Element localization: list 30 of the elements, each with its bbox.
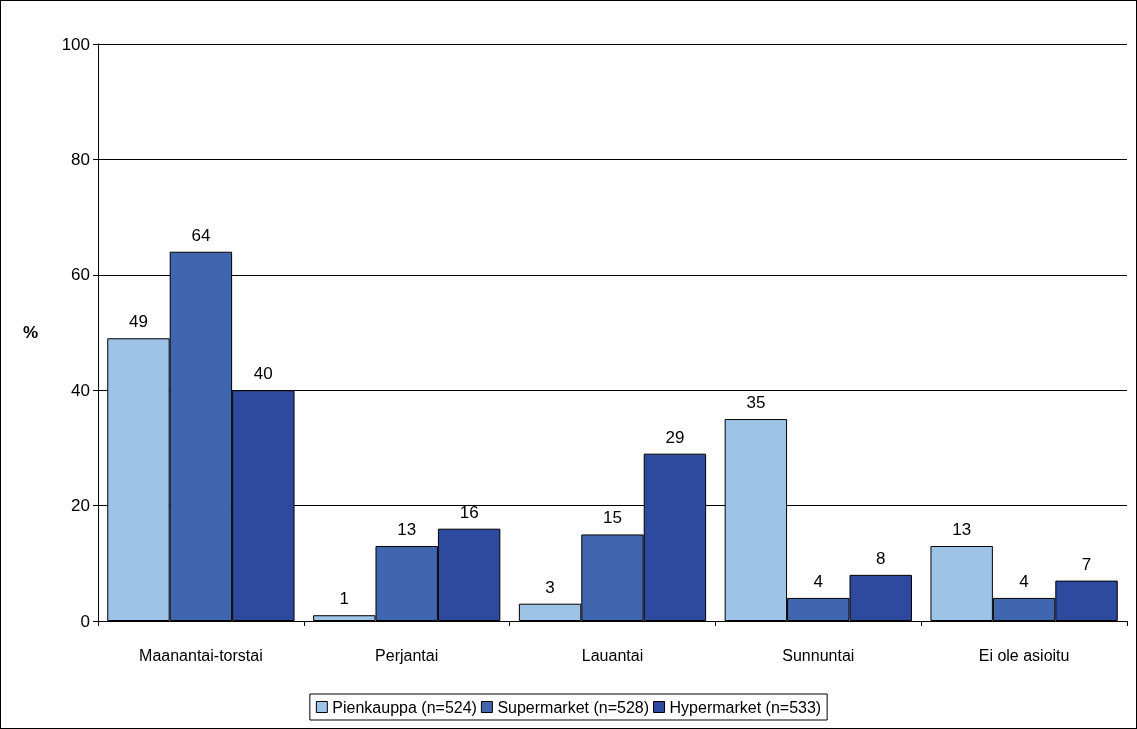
x-tick-label: Lauantai bbox=[581, 646, 644, 664]
data-label: 4 bbox=[813, 571, 824, 591]
x-tick-label: Ei ole asioitu bbox=[978, 646, 1070, 664]
data-label: 8 bbox=[875, 548, 886, 568]
y-axis-title: % bbox=[22, 323, 38, 342]
data-label: 40 bbox=[253, 364, 273, 384]
legend-label: Supermarket (n=528) bbox=[497, 698, 650, 716]
x-tick-label: Perjantai bbox=[375, 646, 439, 664]
y-tick-label: 0 bbox=[80, 611, 90, 631]
y-tick-label: 20 bbox=[71, 496, 90, 516]
data-label: 1 bbox=[339, 589, 350, 609]
data-label: 13 bbox=[397, 519, 417, 539]
data-label: 64 bbox=[191, 225, 211, 245]
data-label: 29 bbox=[665, 427, 685, 447]
y-tick-label: 100 bbox=[61, 34, 90, 54]
data-label: 3 bbox=[545, 577, 555, 597]
data-label: 15 bbox=[603, 508, 622, 528]
x-tick-label: Maanantai-torstai bbox=[139, 646, 263, 664]
legend-label: Hypermarket (n=533) bbox=[669, 698, 822, 716]
data-label: 16 bbox=[459, 502, 479, 522]
data-label: 49 bbox=[129, 312, 148, 332]
y-tick-label: 40 bbox=[71, 380, 90, 400]
y-tick-label: 60 bbox=[71, 265, 90, 285]
y-tick-label: 80 bbox=[71, 149, 90, 169]
data-label: 4 bbox=[1019, 571, 1029, 591]
data-label: 7 bbox=[1081, 554, 1092, 574]
x-tick-label: Sunnuntai bbox=[782, 646, 855, 664]
legend-label: Pienkauppa (n=524) bbox=[332, 698, 477, 716]
data-label: 35 bbox=[746, 393, 766, 413]
data-label: 13 bbox=[952, 519, 972, 539]
